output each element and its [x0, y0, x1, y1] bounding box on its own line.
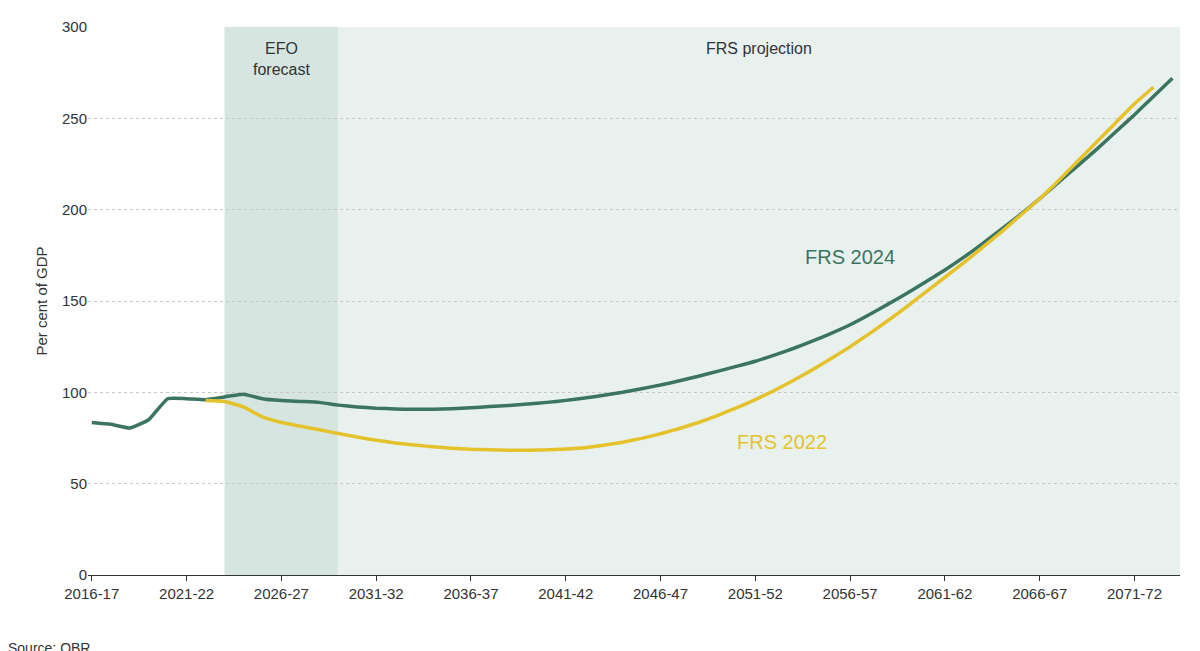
svg-text:FRS projection: FRS projection — [706, 40, 812, 57]
svg-text:0: 0 — [79, 566, 87, 583]
svg-text:2056-57: 2056-57 — [823, 585, 878, 602]
svg-text:2071-72: 2071-72 — [1107, 585, 1162, 602]
svg-text:2031-32: 2031-32 — [349, 585, 404, 602]
svg-text:2066-67: 2066-67 — [1012, 585, 1067, 602]
svg-text:2021-22: 2021-22 — [159, 585, 214, 602]
svg-text:300: 300 — [62, 18, 87, 35]
svg-text:Source: OBR: Source: OBR — [8, 640, 90, 651]
svg-text:2061-62: 2061-62 — [917, 585, 972, 602]
svg-text:2051-52: 2051-52 — [728, 585, 783, 602]
svg-text:100: 100 — [62, 384, 87, 401]
svg-text:250: 250 — [62, 110, 87, 127]
svg-text:2016-17: 2016-17 — [64, 585, 119, 602]
svg-text:150: 150 — [62, 292, 87, 309]
svg-text:2036-37: 2036-37 — [443, 585, 498, 602]
svg-text:2046-47: 2046-47 — [633, 585, 688, 602]
svg-text:FRS 2022: FRS 2022 — [737, 431, 827, 453]
svg-text:50: 50 — [70, 475, 87, 492]
svg-text:200: 200 — [62, 201, 87, 218]
svg-text:2041-42: 2041-42 — [538, 585, 593, 602]
svg-text:2026-27: 2026-27 — [254, 585, 309, 602]
svg-text:FRS 2024: FRS 2024 — [805, 246, 895, 268]
svg-text:Per cent of GDP: Per cent of GDP — [33, 246, 50, 355]
svg-text:EFOforecast: EFOforecast — [253, 40, 310, 78]
